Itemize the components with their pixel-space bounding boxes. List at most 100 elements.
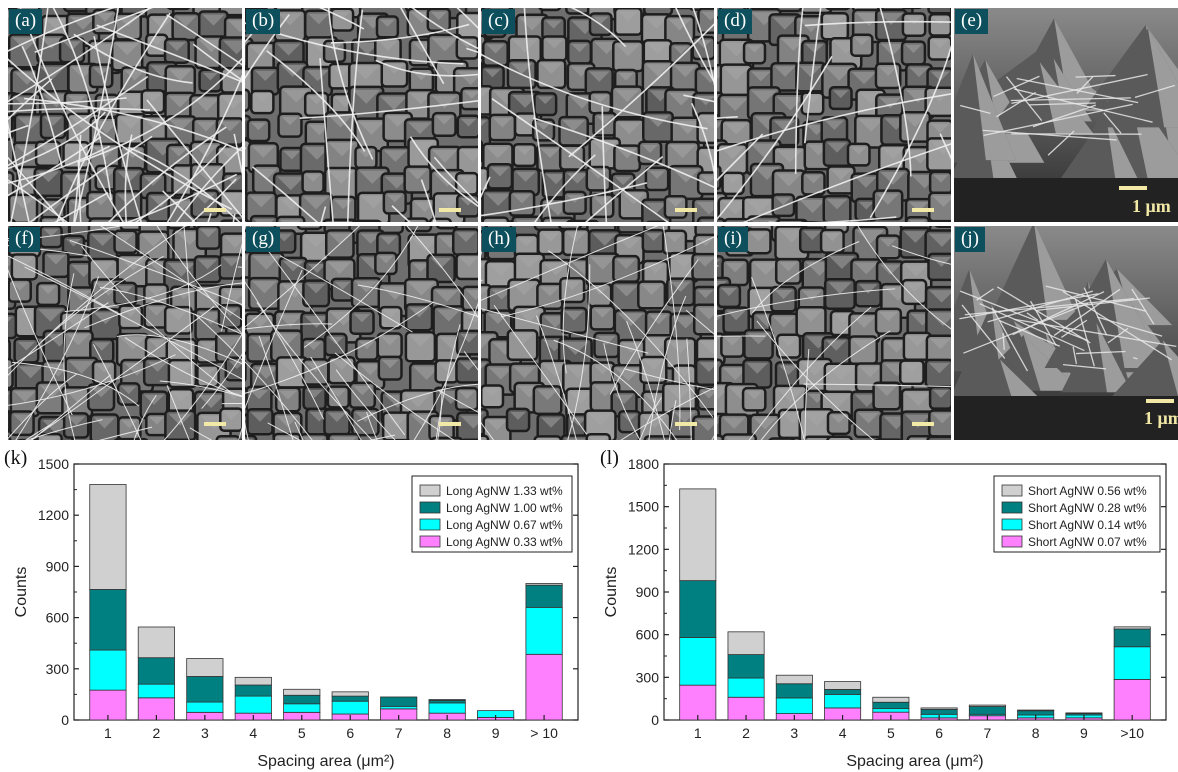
bar-segment-1 <box>679 684 717 721</box>
sem-image-j <box>954 226 1178 440</box>
bar-segment-3 <box>186 676 224 703</box>
bar-segment-4 <box>679 488 717 582</box>
legend-label: Short AgNW 0.56 wt% <box>1028 484 1147 498</box>
bar-segment-2 <box>525 606 563 655</box>
bar-segment-4 <box>283 688 321 696</box>
bar-segment-3 <box>331 695 369 702</box>
scale-bar-f <box>204 422 226 426</box>
x-tick-label: 8 <box>1032 725 1040 741</box>
sem-panel-g: (g) <box>245 226 478 440</box>
panel-label-d: (d) <box>718 9 753 34</box>
x-tick-label: 1 <box>694 725 702 741</box>
x-axis-title: Spacing area (μm²) <box>846 753 983 770</box>
panel-label-a: (a) <box>9 9 43 34</box>
x-tick-label: 6 <box>346 725 354 741</box>
legend-swatch <box>1001 518 1023 531</box>
bar-segment-2 <box>89 649 127 691</box>
bar-segment-3 <box>727 654 765 679</box>
legend-swatch <box>419 501 441 514</box>
x-tick-label: 6 <box>935 725 943 741</box>
y-tick-label: 600 <box>46 610 70 626</box>
y-tick-label: 0 <box>651 712 659 728</box>
scale-text-j: 1 μm <box>1144 408 1178 428</box>
bar-segment-3 <box>824 689 862 695</box>
sem-panel-f: (f) <box>8 226 242 440</box>
sem-panel-j: (j) 1 μm <box>954 226 1178 440</box>
y-tick-label: 300 <box>46 661 70 677</box>
x-axis-title: Spacing area (μm²) <box>257 753 394 770</box>
legend-swatch <box>1001 501 1023 514</box>
bar-segment-2 <box>428 702 466 714</box>
bar-segment-4 <box>920 707 958 710</box>
chart-panel-label: (k) <box>4 447 27 469</box>
sem-panel-h: (h) <box>481 226 714 440</box>
bar-segment-4 <box>186 658 224 677</box>
scale-bar-g <box>439 422 461 426</box>
bar-segment-2 <box>872 708 910 713</box>
chart-l-svg: (l) 0 300 600 900 1200 1500 1800 1 2 3 4 5 6 7 8 9 >10 Spa… <box>600 447 1167 770</box>
x-tick-label: >10 <box>1120 725 1144 741</box>
bar-segment-4 <box>1017 709 1055 712</box>
bar-segment-1 <box>525 653 563 721</box>
x-tick-label: 4 <box>839 725 847 741</box>
chart-k-svg: (k) 0 300 600 900 1200 1500 1 2 3 4 5 6 7 8 9 > 10 Spacin… <box>4 447 579 770</box>
sem-image-e <box>954 8 1178 222</box>
sem-image-c <box>481 8 714 222</box>
bar-segment-3 <box>89 589 127 651</box>
chart-panel-label: (l) <box>600 447 619 469</box>
y-tick-label: 900 <box>46 558 70 574</box>
sem-image-f <box>8 226 242 440</box>
x-tick-label: > 10 <box>530 725 558 741</box>
bar-segment-4 <box>137 626 175 659</box>
bar-segment-3 <box>525 584 563 608</box>
sem-image-grid: (a) (b) (c) (d) (e) 1 μm (f) (g) (h) <box>8 8 1178 440</box>
y-tick-label: 1500 <box>628 499 659 515</box>
x-tick-label: 2 <box>152 725 160 741</box>
panel-label-i: (i) <box>718 227 748 252</box>
bar-segment-3 <box>234 684 272 697</box>
panel-label-j: (j) <box>955 227 985 252</box>
x-tick-label: 3 <box>201 725 209 741</box>
bar-segment-3 <box>380 696 418 707</box>
sem-panel-e: (e) 1 μm <box>954 8 1178 222</box>
scale-bar-j <box>1146 399 1174 403</box>
y-axis-title: Counts <box>603 567 620 618</box>
panel-label-g: (g) <box>246 227 281 252</box>
y-tick-label: 1200 <box>38 507 69 523</box>
y-tick-label: 300 <box>636 669 660 685</box>
x-tick-label: 3 <box>790 725 798 741</box>
legend-label: Short AgNW 0.07 wt% <box>1028 535 1147 549</box>
bar-segment-1 <box>1113 679 1151 721</box>
y-axis-title: Counts <box>13 567 30 618</box>
panel-label-c: (c) <box>482 9 516 34</box>
x-tick-label: 7 <box>984 725 992 741</box>
bar-segment-2 <box>775 697 813 714</box>
x-tick-label: 4 <box>249 725 257 741</box>
bar-segment-4 <box>727 631 765 655</box>
legend-label: Short AgNW 0.14 wt% <box>1028 518 1147 532</box>
legend-label: Long AgNW 0.33 wt% <box>446 535 563 549</box>
sem-panel-d: (d) <box>717 8 951 222</box>
bar-segment-2 <box>727 677 765 698</box>
legend-label: Long AgNW 1.00 wt% <box>446 501 563 515</box>
x-tick-label: 7 <box>395 725 403 741</box>
bar-segment-3 <box>872 701 910 710</box>
bar-segment-2 <box>679 637 717 686</box>
y-tick-label: 1800 <box>628 456 659 472</box>
scale-bar-e <box>1119 186 1147 190</box>
bar-segment-3 <box>775 683 813 699</box>
legend-swatch <box>419 484 441 497</box>
sem-panel-c: (c) <box>481 8 714 222</box>
bar-segment-3 <box>968 706 1006 715</box>
scale-bar-h <box>675 422 697 426</box>
panel-label-h: (h) <box>482 227 517 252</box>
scale-bar-a <box>204 208 226 212</box>
bar-segment-4 <box>89 484 127 590</box>
bar-segment-3 <box>283 694 321 705</box>
scale-bar-d <box>912 208 934 212</box>
x-tick-label: 5 <box>887 725 895 741</box>
x-tick-label: 9 <box>492 725 500 741</box>
scale-bar-i <box>912 422 934 426</box>
legend-swatch <box>419 518 441 531</box>
bar-segment-4 <box>1065 712 1103 714</box>
